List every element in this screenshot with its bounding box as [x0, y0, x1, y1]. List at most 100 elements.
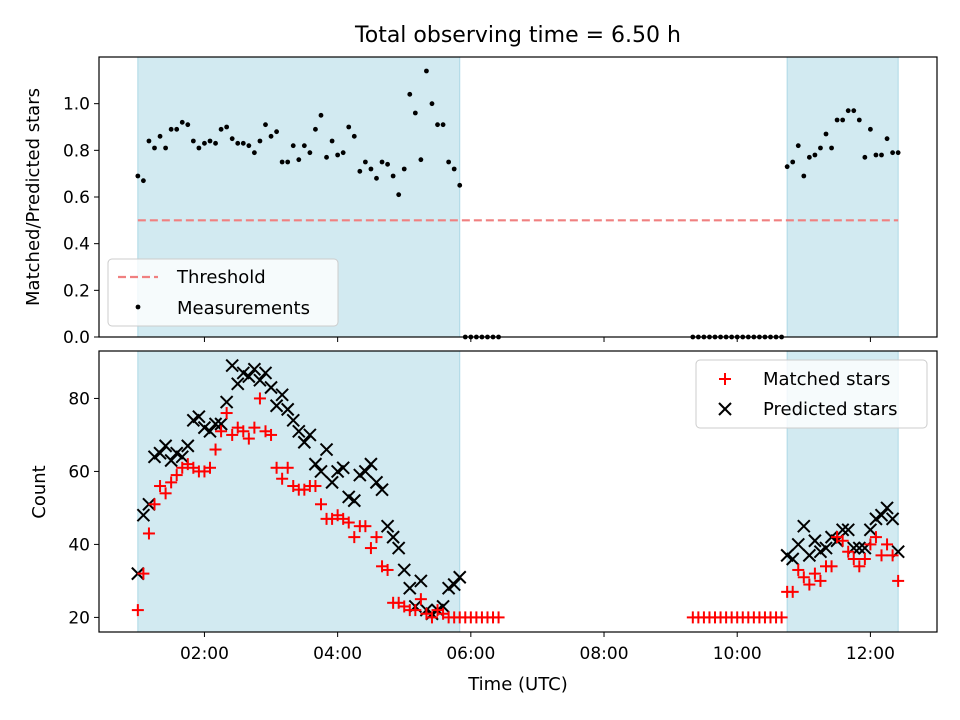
matched-point: [165, 476, 178, 489]
y-tick-label: 20: [68, 608, 90, 628]
legend-matched-swatch: [719, 373, 731, 385]
predicted-point: [225, 358, 239, 373]
x-axis-label: Time (UTC): [467, 674, 568, 695]
matched-point: [786, 585, 799, 598]
matched-point: [342, 516, 355, 529]
matched-point: [242, 432, 255, 445]
measurement-point: [435, 122, 440, 128]
legend-matched-label: Matched stars: [763, 369, 890, 390]
measurement-point: [163, 145, 168, 151]
predicted-point: [797, 519, 811, 533]
x-tick-label: 06:00: [446, 644, 495, 664]
predicted-point: [158, 439, 173, 453]
measurement-point: [329, 138, 335, 144]
matched-point: [808, 567, 821, 580]
predicted-point: [292, 424, 306, 438]
measurement-point: [884, 136, 890, 142]
measurement-point: [873, 152, 879, 158]
top-legend-box: [107, 258, 339, 327]
bottom-legend-box: [695, 359, 928, 429]
matched-point: [270, 461, 283, 474]
measurement-point: [424, 68, 429, 74]
matched-point: [281, 461, 294, 474]
matched-point: [276, 472, 289, 485]
predicted-point: [786, 552, 800, 566]
predicted-point: [802, 548, 817, 563]
measurement-point: [879, 152, 884, 158]
top-y-axis-label: Matched/Predicted stars: [23, 88, 44, 306]
predicted-point: [880, 501, 894, 515]
measurement-point: [196, 145, 202, 151]
matched-point: [209, 443, 222, 456]
matched-point: [226, 428, 239, 441]
measurement-point: [818, 145, 823, 151]
measurement-point: [346, 124, 352, 130]
predicted-point: [314, 464, 328, 479]
measurement-point: [840, 117, 846, 123]
matched-point: [148, 498, 161, 511]
measurement-point: [135, 173, 141, 179]
matched-point: [309, 480, 322, 493]
matched-point: [853, 560, 866, 573]
predicted-point: [336, 461, 350, 475]
x-tick-label: 04:00: [313, 644, 362, 664]
matched-point: [425, 611, 438, 624]
legend-measurements-swatch: [135, 304, 141, 310]
predicted-point: [214, 417, 228, 431]
matched-point: [775, 611, 788, 624]
measurement-point: [240, 140, 246, 146]
predicted-point: [835, 523, 850, 537]
predicted-point: [380, 519, 395, 533]
measurement-point: [307, 150, 313, 156]
measurement-point: [823, 131, 829, 137]
matched-point: [892, 574, 905, 587]
measurement-point: [379, 159, 385, 165]
predicted-point: [253, 373, 267, 387]
predicted-point: [863, 523, 878, 537]
predicted-point: [885, 512, 900, 526]
predicted-point: [391, 541, 406, 555]
predicted-point: [264, 380, 278, 395]
measurement-point: [446, 159, 452, 165]
predicted-point: [286, 413, 300, 428]
matched-point: [364, 542, 377, 555]
matched-point: [359, 520, 372, 533]
y-tick-label: 80: [68, 389, 90, 409]
measurement-point: [862, 154, 868, 160]
predicted-point: [136, 508, 151, 522]
measurement-point: [368, 166, 374, 172]
measurement-point: [207, 138, 213, 144]
measurement-point: [202, 140, 207, 146]
matched-point: [137, 567, 150, 580]
y-tick-label: 0.0: [63, 328, 90, 348]
x-tick-label: 12:00: [846, 644, 895, 664]
matched-point: [159, 487, 172, 500]
predicted-point: [319, 442, 334, 457]
measurement-point: [185, 122, 191, 128]
matched-point: [864, 538, 877, 551]
measurement-point: [296, 157, 302, 163]
matched-point: [414, 593, 427, 606]
predicted-point: [447, 577, 461, 592]
measurement-point: [290, 143, 296, 149]
predicted-point: [208, 417, 223, 431]
x-tick-label: 10:00: [713, 644, 762, 664]
predicted-point: [791, 537, 805, 552]
matched-point: [314, 498, 327, 511]
matched-point: [265, 428, 278, 441]
predicted-point: [203, 424, 217, 438]
top-plot-frame: [98, 56, 938, 338]
bottom-plot-frame: [98, 350, 938, 633]
legend-predicted-swatch: [718, 402, 732, 416]
measurement-point: [790, 159, 796, 165]
measurement-point: [140, 178, 146, 184]
measurement-point: [401, 166, 407, 172]
bottom-legend: Matched stars Predicted stars: [695, 359, 928, 429]
predicted-point: [325, 475, 339, 490]
matched-point: [348, 531, 361, 544]
predicted-point: [175, 450, 189, 464]
predicted-point: [808, 534, 822, 548]
predicted-point: [247, 362, 262, 376]
measurement-point: [895, 150, 901, 156]
